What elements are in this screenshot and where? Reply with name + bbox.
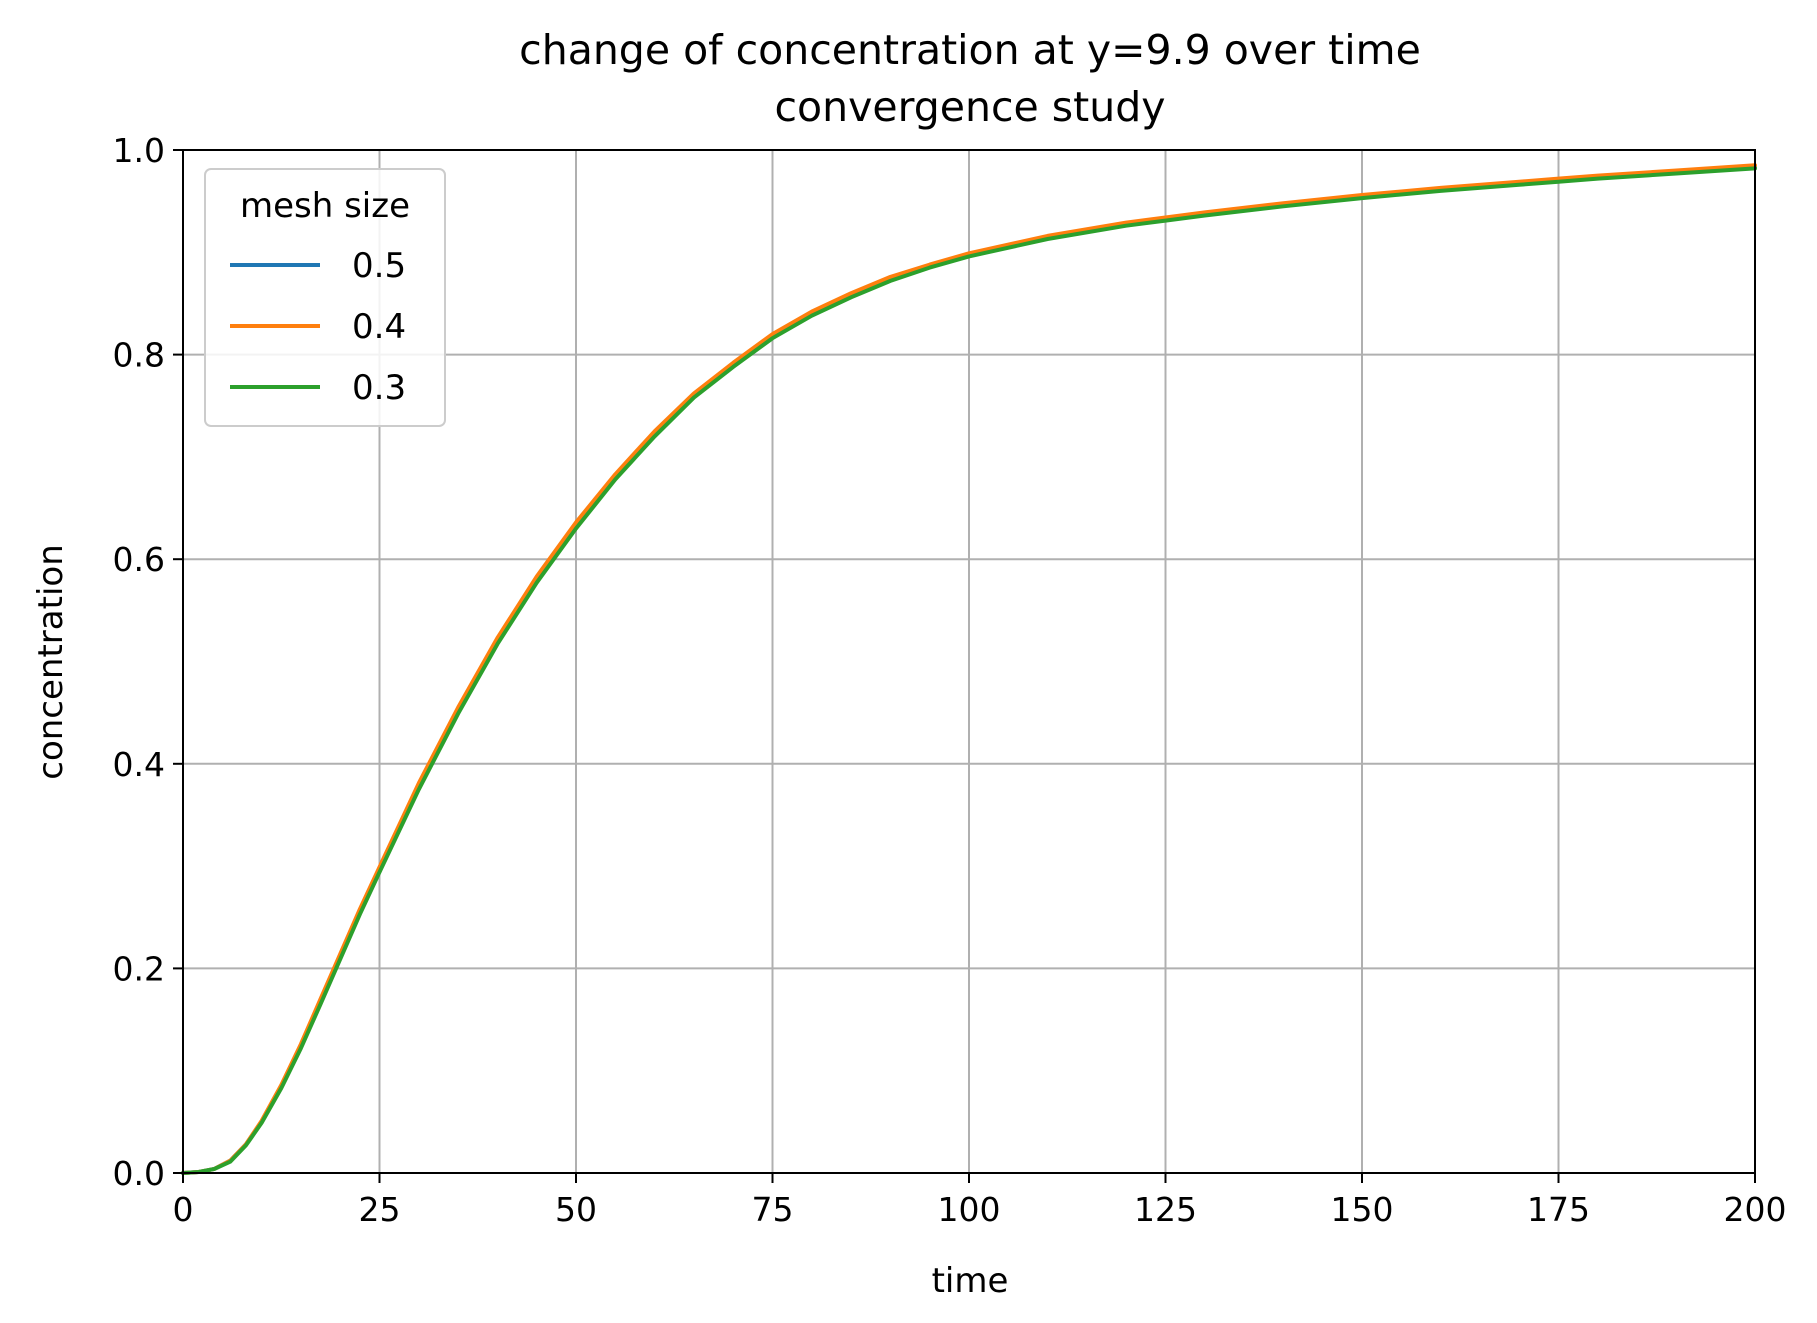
- legend-label: 0.5: [352, 246, 406, 286]
- y-tick-label: 0.6: [113, 540, 165, 579]
- y-tick-label: 0.8: [113, 336, 165, 375]
- series-line-0.3: [181, 166, 1757, 1175]
- x-tick-label: 175: [1527, 1190, 1590, 1229]
- chart-subtitle: convergence study: [775, 83, 1166, 131]
- legend-label: 0.3: [352, 368, 406, 408]
- x-tick-label: 100: [938, 1190, 1001, 1229]
- y-tick-label: 0.2: [113, 949, 165, 988]
- y-axis-ticks: 0.0 0.2 0.4 0.6 0.8 1.0: [113, 131, 183, 1193]
- legend-label: 0.4: [352, 307, 406, 347]
- series-lines: [181, 163, 1757, 1175]
- x-tick-label: 75: [752, 1190, 794, 1229]
- legend-entries: 0.5 0.4 0.3: [230, 246, 406, 408]
- x-tick-label: 0: [173, 1190, 194, 1229]
- y-tick-label: 0.4: [113, 745, 165, 784]
- y-tick-label: 0.0: [113, 1154, 165, 1193]
- x-tick-label: 25: [359, 1190, 401, 1229]
- x-tick-label: 200: [1724, 1190, 1787, 1229]
- legend: mesh size 0.5 0.4 0.3: [204, 168, 446, 427]
- x-tick-label: 50: [555, 1190, 597, 1229]
- y-axis-label: concentration: [31, 544, 71, 779]
- x-axis-label: time: [932, 1261, 1009, 1301]
- x-tick-label: 125: [1134, 1190, 1197, 1229]
- x-tick-label: 150: [1331, 1190, 1394, 1229]
- chart-title: change of concentration at y=9.9 over ti…: [519, 26, 1421, 74]
- legend-frame: [204, 168, 446, 427]
- legend-title: mesh size: [240, 186, 410, 226]
- x-axis-ticks: 0 25 50 75 100 125 150 175 200: [173, 1173, 1787, 1229]
- y-tick-label: 1.0: [113, 131, 165, 170]
